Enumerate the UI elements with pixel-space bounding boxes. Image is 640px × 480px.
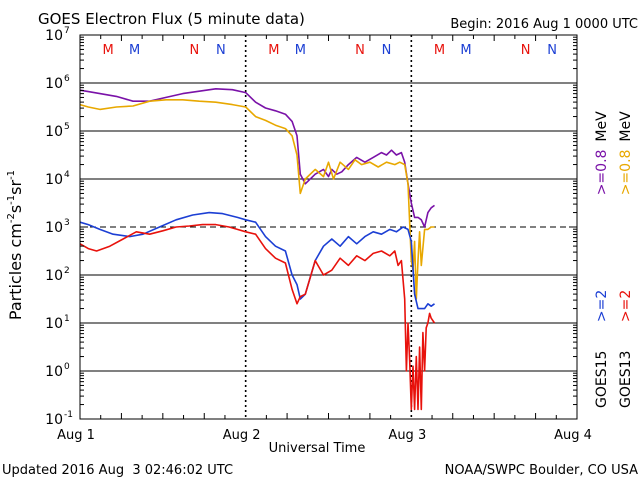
mn-marker: N <box>355 43 365 58</box>
mn-marker: N <box>382 43 392 58</box>
mn-marker: M <box>268 43 279 58</box>
mn-marker: M <box>434 43 445 58</box>
legend-goes13: GOES13 >=2 >=0.8MeV <box>618 111 634 408</box>
y-tick-label: 10 <box>45 316 63 332</box>
series-group <box>79 88 436 411</box>
y-tick-label: 10 <box>45 172 63 188</box>
y-tick-label: 10 <box>45 412 63 428</box>
series-goes13-2-mev <box>79 223 436 411</box>
x-tick-label: Aug 4 <box>554 428 592 443</box>
y-tick-exponent: 7 <box>64 26 70 36</box>
y-tick-label: 10 <box>45 76 63 92</box>
chart-title: GOES Electron Flux (5 minute data) <box>38 10 305 28</box>
mn-marker: M <box>295 43 306 58</box>
series-goes13-0-8-mev <box>79 99 435 300</box>
x-tick-label: Aug 1 <box>57 428 95 443</box>
mn-marker: N <box>547 43 557 58</box>
y-tick-label: 10 <box>45 268 63 284</box>
y-tick-exponent: 4 <box>64 170 70 180</box>
grid-lines <box>80 35 577 419</box>
y-tick-label: 10 <box>45 124 63 140</box>
y-tick-label: 10 <box>45 364 63 380</box>
mn-marker: M <box>103 43 114 58</box>
y-tick-label: 10 <box>45 28 63 44</box>
y-tick-exponent: 0 <box>64 362 70 372</box>
y-tick-exponent: 1 <box>64 314 70 324</box>
y-tick-exponent: 6 <box>64 74 70 84</box>
y-tick-exponent: -1 <box>64 410 73 420</box>
mn-marker: N <box>521 43 531 58</box>
y-tick-label: 10 <box>45 220 63 236</box>
begin-label: Begin: 2016 Aug 1 0000 UTC <box>450 17 638 32</box>
credit-text: NOAA/SWPC Boulder, CO USA <box>445 463 638 478</box>
x-tick-label: Aug 2 <box>223 428 261 443</box>
mn-marker: N <box>216 43 226 58</box>
legend-goes15: GOES15 >=2 >=0.8MeV <box>594 111 610 408</box>
y-tick-exponent: 2 <box>64 266 70 276</box>
series-goes15-0-8-mev <box>79 88 435 228</box>
updated-timestamp: Updated 2016 Aug 3 02:46:02 UTC <box>2 463 233 478</box>
mn-marker: N <box>189 43 199 58</box>
y-tick-exponent: 3 <box>64 218 70 228</box>
mn-marker: M <box>129 43 140 58</box>
y-tick-exponent: 5 <box>64 122 70 132</box>
y-axis-label: Particles cm-2s-1sr-1 <box>6 170 25 320</box>
x-axis-label: Universal Time <box>269 441 366 456</box>
mn-marker: M <box>460 43 471 58</box>
x-tick-label: Aug 3 <box>388 428 426 443</box>
legend: GOES15 >=2 >=0.8MeV GOES13 >=2 >=0.8MeV <box>594 111 634 408</box>
